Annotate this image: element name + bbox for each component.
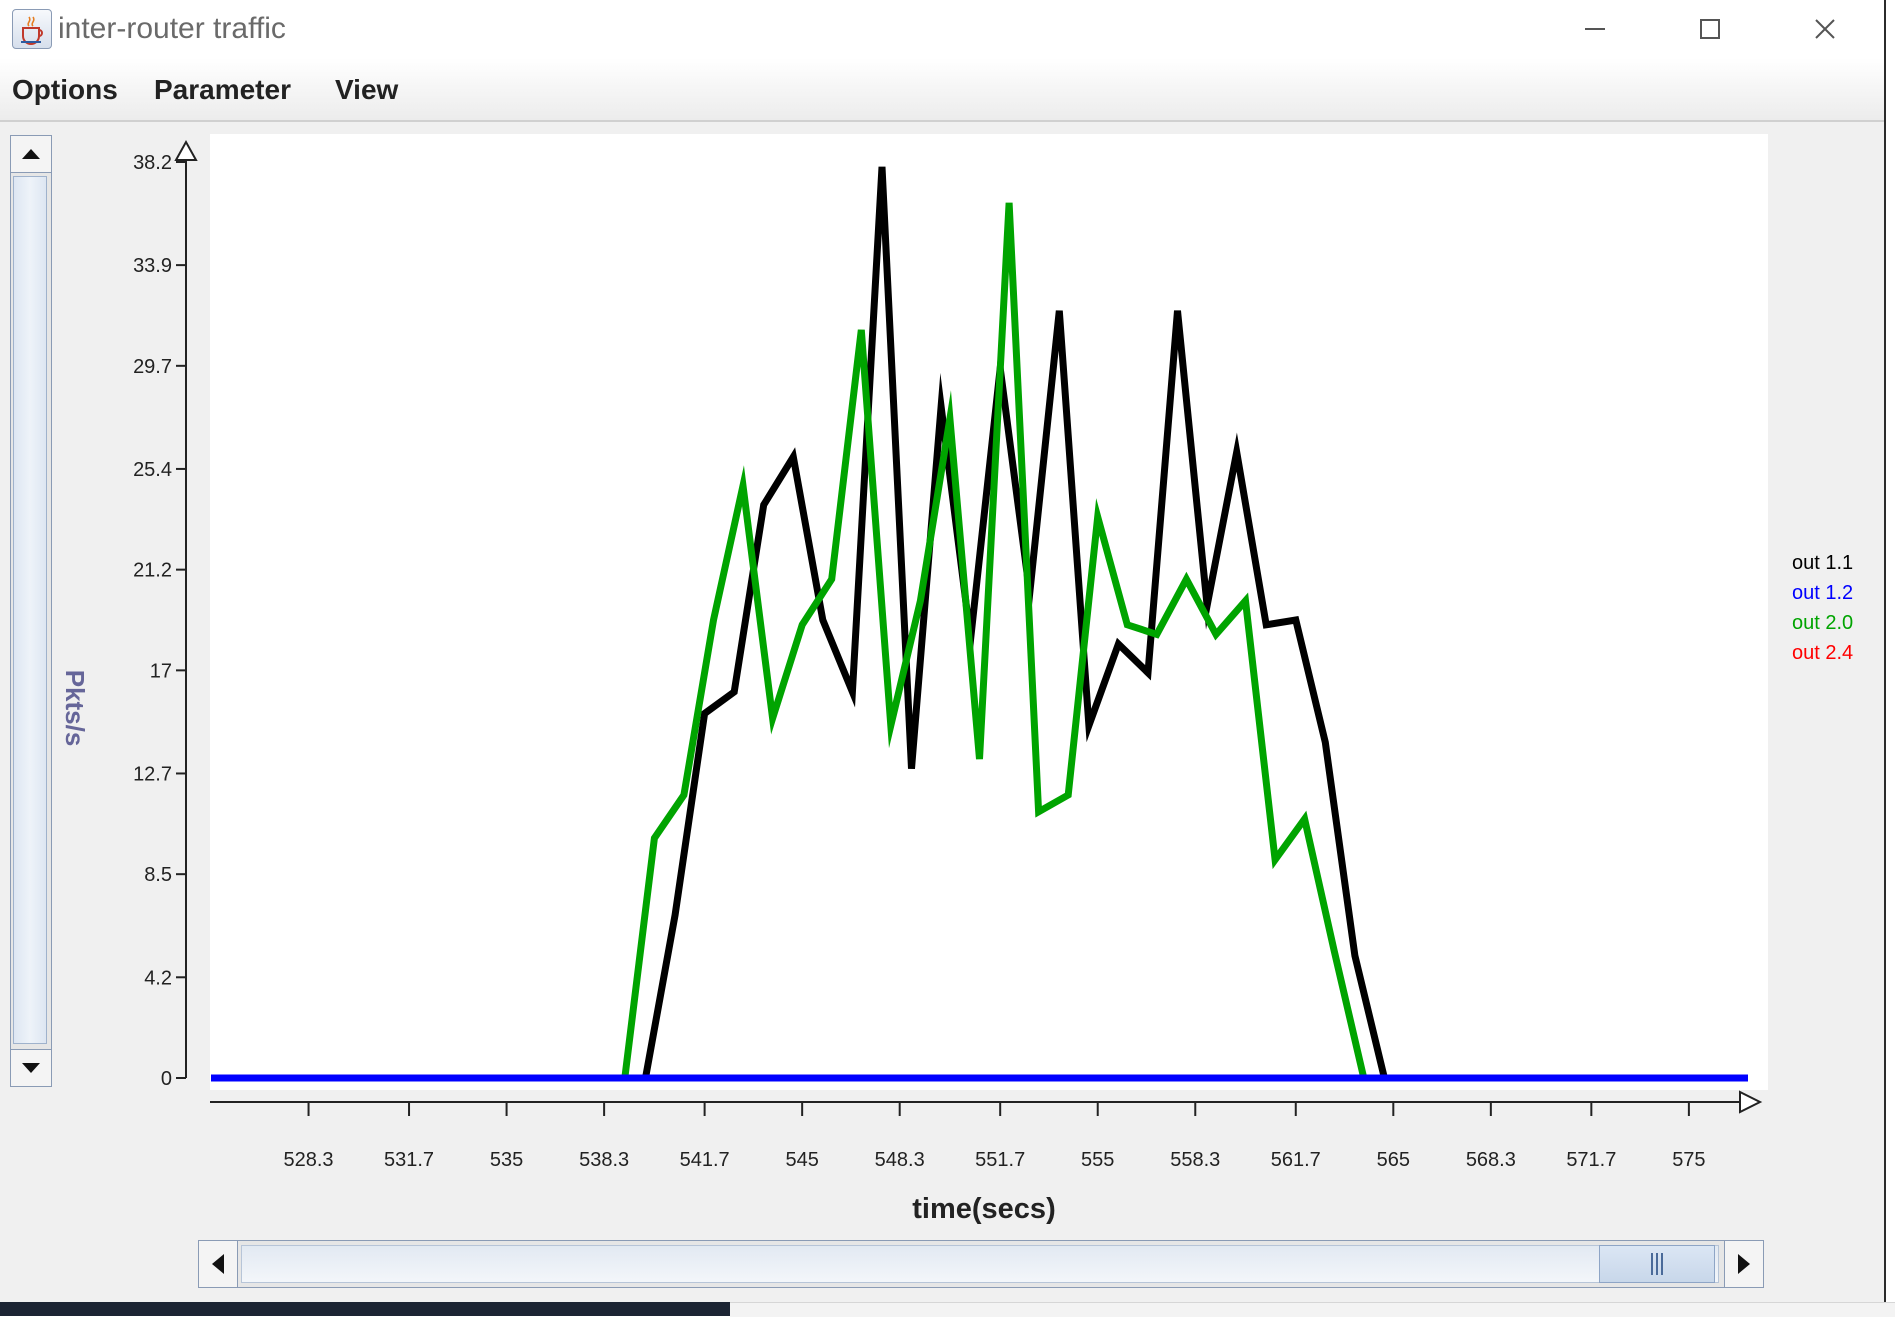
- y-tick-label: 17: [150, 660, 172, 682]
- x-tick-label: 531.7: [384, 1149, 434, 1171]
- background-window-edge: [1886, 0, 1895, 1302]
- y-tick-label: 4.2: [144, 967, 172, 989]
- minimize-icon: [1585, 28, 1605, 30]
- y-tick-label: 38.2: [133, 152, 172, 174]
- minimize-button[interactable]: [1540, 0, 1650, 58]
- scroll-right-button[interactable]: [1724, 1241, 1763, 1287]
- y-tick-label: 21.2: [133, 560, 172, 582]
- menu-parameter[interactable]: Parameter: [154, 74, 291, 105]
- x-tick-label: 558.3: [1170, 1149, 1220, 1171]
- arrow-right-icon: [1738, 1254, 1750, 1274]
- x-tick-label: 528.3: [284, 1149, 334, 1171]
- x-tick-label: 568.3: [1466, 1149, 1516, 1171]
- legend-out-1-1: out 1.1: [1792, 552, 1854, 574]
- y-tick-label: 29.7: [133, 356, 172, 378]
- x-axis-arrow: [1739, 1090, 1763, 1114]
- x-tick-label: 575: [1672, 1149, 1705, 1171]
- x-tick-label: 541.7: [680, 1149, 730, 1171]
- legend: out 1.1 out 1.2 out 2.0 out 2.4: [1792, 548, 1853, 668]
- maximize-icon: [1700, 19, 1720, 39]
- series-line-out-2-0: [211, 202, 1748, 1082]
- legend-out-2-4: out 2.4: [1792, 642, 1854, 664]
- grip-icon: [1651, 1253, 1663, 1275]
- y-tick-label: 8.5: [144, 864, 172, 886]
- horizontal-scroll-thumb[interactable]: [1599, 1245, 1715, 1283]
- menu-view[interactable]: View: [335, 74, 399, 105]
- menu-bar: Options Parameter View: [0, 58, 1884, 122]
- legend-out-1-2: out 1.2: [1792, 582, 1854, 604]
- traffic-chart: 0 4.2 8.5 12.7 17 21.2 25.4 29.7 33.9 38.2 528.3 53…: [60, 134, 1768, 1225]
- y-tick-label: 0: [161, 1068, 172, 1090]
- arrow-down-icon: [22, 1063, 40, 1073]
- x-tick-label: 555: [1081, 1149, 1114, 1171]
- maximize-button[interactable]: [1655, 0, 1765, 58]
- y-axis-arrow: [174, 139, 198, 161]
- window-title: inter-router traffic: [58, 12, 286, 45]
- title-bar[interactable]: inter-router traffic: [0, 0, 1884, 58]
- horizontal-scroll-track[interactable]: [241, 1245, 1719, 1283]
- horizontal-scrollbar[interactable]: [198, 1240, 1764, 1288]
- arrow-left-icon: [212, 1254, 224, 1274]
- close-button[interactable]: [1770, 0, 1880, 58]
- x-tick-label: 548.3: [875, 1149, 925, 1171]
- x-tick-label: 538.3: [579, 1149, 629, 1171]
- menu-options[interactable]: Options: [12, 74, 118, 105]
- scroll-up-button[interactable]: [11, 136, 51, 173]
- x-tick-label: 545: [785, 1149, 818, 1171]
- x-tick-label: 565: [1377, 1149, 1410, 1171]
- y-tick-label: 33.9: [133, 255, 172, 277]
- java-cup-icon: [12, 9, 52, 49]
- y-tick-label: 12.7: [133, 763, 172, 785]
- y-axis-label: Pkts/s: [60, 670, 90, 747]
- x-tick-label: 561.7: [1271, 1149, 1321, 1171]
- x-tick-label: 535: [490, 1149, 523, 1171]
- taskbar-right: [730, 1302, 1895, 1317]
- y-tick-label: 25.4: [133, 459, 172, 481]
- close-icon: [1815, 19, 1835, 39]
- vertical-scrollbar[interactable]: [10, 135, 52, 1087]
- x-tick-label: 551.7: [975, 1149, 1025, 1171]
- scroll-left-button[interactable]: [199, 1241, 238, 1287]
- x-axis-label: time(secs): [912, 1193, 1055, 1225]
- series-line-out-1-1: [211, 166, 1748, 1082]
- arrow-up-icon: [22, 149, 40, 159]
- scroll-down-button[interactable]: [11, 1049, 51, 1086]
- vertical-scroll-thumb[interactable]: [13, 176, 47, 1044]
- x-tick-label: 571.7: [1566, 1149, 1616, 1171]
- taskbar: [0, 1302, 730, 1316]
- legend-out-2-0: out 2.0: [1792, 612, 1854, 634]
